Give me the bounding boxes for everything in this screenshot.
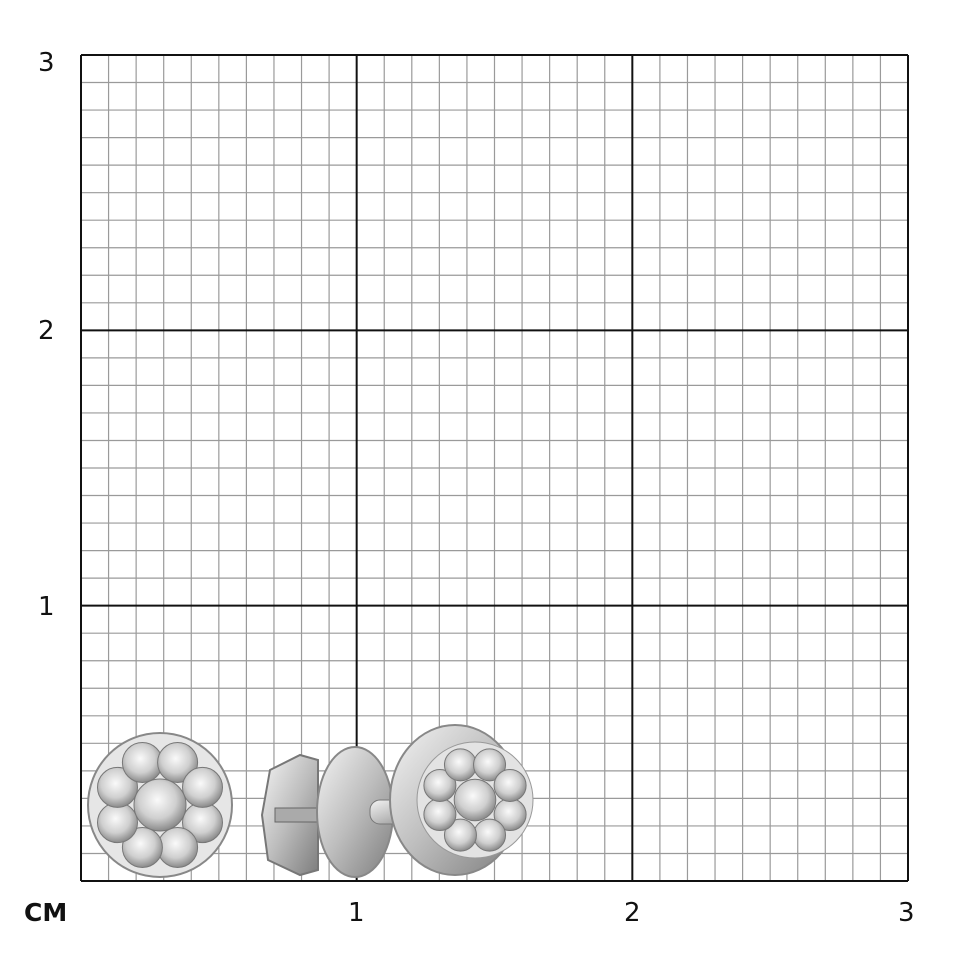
diamond [473,818,507,852]
diamond [157,826,199,868]
diamond [157,742,199,784]
diamond [121,742,163,784]
diamond [443,748,477,782]
diamond [181,766,223,808]
diamond [97,802,139,844]
y-tick-label: 3 [38,48,55,78]
diamond [423,768,457,802]
diamond [121,826,163,868]
diamond [453,778,497,822]
diamond [423,798,457,832]
unit-label: CM [24,898,68,927]
x-tick-label: 2 [624,898,641,928]
x-tick-label: 3 [898,898,915,928]
diamond [493,768,527,802]
diamond [443,818,477,852]
y-tick-label: 1 [38,592,55,622]
earring-side-view [260,724,534,878]
diamond [133,778,187,832]
y-tick-label: 2 [38,316,55,346]
earring-front-view [87,732,233,878]
x-tick-label: 1 [348,898,365,928]
diamond [97,766,139,808]
diamond [473,748,507,782]
